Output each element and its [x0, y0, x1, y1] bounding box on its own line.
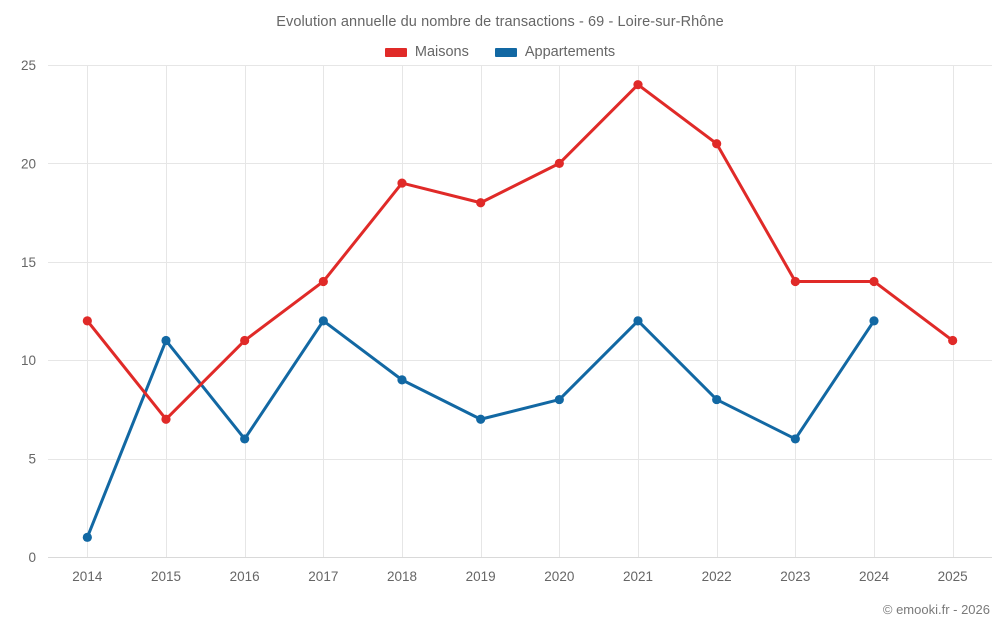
x-tick-label: 2017 — [308, 569, 338, 584]
x-tick-label: 2015 — [151, 569, 181, 584]
x-tick-label: 2014 — [72, 569, 103, 584]
legend-swatch-icon — [384, 47, 407, 57]
y-tick-label: 0 — [28, 550, 36, 565]
x-tick-label: 2021 — [623, 569, 653, 584]
data-point[interactable] — [161, 335, 171, 346]
data-point[interactable] — [240, 335, 250, 346]
y-tick-label: 10 — [21, 353, 36, 368]
x-axis-tick-labels: 2014 2015 2016 2017 2018 2019 2020 2021 2022 2023… — [72, 569, 967, 584]
y-tick-label: 25 — [21, 58, 36, 73]
y-tick-label: 15 — [21, 255, 36, 270]
x-tick-label: 2019 — [466, 569, 496, 584]
x-tick-label: 2022 — [702, 569, 732, 584]
legend-label-appartements: Appartements — [524, 44, 616, 60]
data-point[interactable] — [712, 394, 722, 405]
data-point[interactable] — [240, 434, 250, 444]
data-point[interactable] — [869, 276, 879, 287]
data-point[interactable] — [790, 434, 800, 444]
data-point[interactable] — [397, 178, 407, 188]
x-tick-label: 2025 — [938, 569, 968, 584]
gridlines — [48, 65, 992, 558]
data-point[interactable] — [318, 276, 328, 287]
y-tick-label: 5 — [28, 452, 36, 467]
x-tick-label: 2023 — [780, 569, 810, 584]
chart-title: Evolution annuelle du nombre de transact… — [276, 14, 724, 30]
data-point[interactable] — [161, 414, 171, 424]
legend-label-maisons: Maisons — [414, 44, 469, 60]
legend-item-appartements[interactable]: Appartements — [494, 44, 616, 60]
data-point[interactable] — [476, 414, 486, 424]
x-tick-label: 2016 — [230, 569, 260, 584]
y-tick-label: 20 — [21, 156, 36, 171]
series-line-maisons — [85, 83, 955, 421]
data-point[interactable] — [554, 158, 564, 168]
data-point[interactable] — [948, 335, 958, 346]
data-point[interactable] — [869, 316, 879, 326]
chart-legend: Maisons Appartements — [0, 44, 1000, 60]
copyright-credit: © emooki.fr - 2026 — [882, 602, 990, 617]
legend-swatch-icon — [494, 47, 517, 57]
data-point[interactable] — [554, 394, 564, 405]
data-point[interactable] — [633, 316, 643, 326]
data-point[interactable] — [397, 375, 407, 385]
data-point[interactable] — [790, 276, 800, 287]
data-point[interactable] — [318, 316, 328, 326]
y-axis-tick-labels: 0 5 10 15 20 25 — [21, 58, 36, 565]
data-point[interactable] — [633, 80, 643, 90]
data-point[interactable] — [82, 316, 92, 326]
series-line-appartements — [85, 319, 876, 539]
x-tick-label: 2020 — [544, 569, 574, 584]
x-tick-label: 2024 — [859, 569, 890, 584]
legend-item-maisons[interactable]: Maisons — [384, 44, 469, 60]
x-tick-label: 2018 — [387, 569, 417, 584]
data-point[interactable] — [82, 532, 92, 542]
data-point[interactable] — [712, 139, 722, 149]
data-series — [82, 80, 958, 542]
data-point[interactable] — [476, 198, 486, 208]
